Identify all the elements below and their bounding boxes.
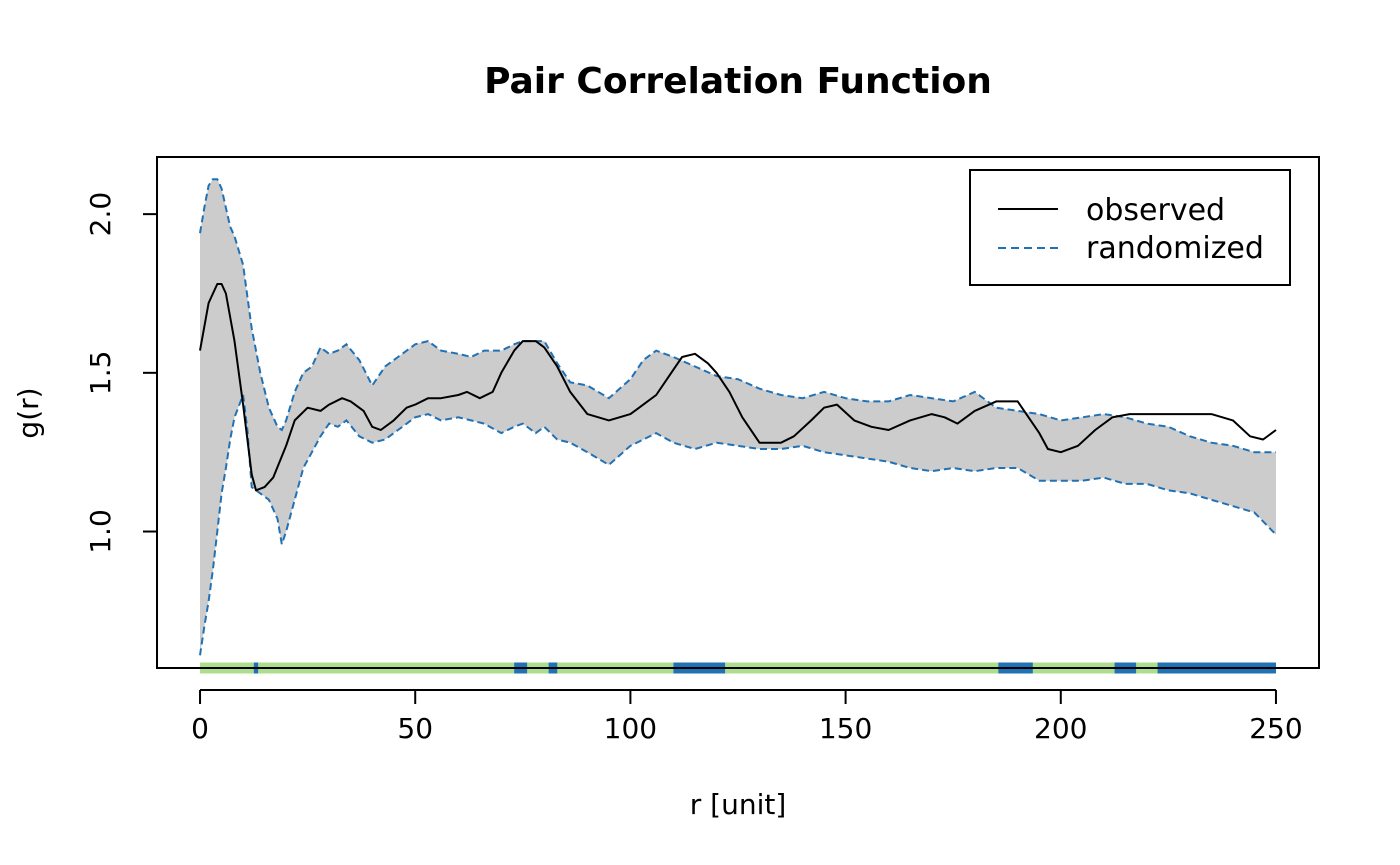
y-tick-label: 1.0	[84, 509, 117, 554]
chart-title: Pair Correlation Function	[484, 61, 992, 102]
y-axis-label: g(r)	[12, 387, 45, 438]
x-tick-label: 200	[1034, 712, 1087, 745]
y-axis: 1.0 1.5 2.0	[84, 192, 158, 554]
legend-label-observed: observed	[1086, 193, 1225, 228]
y-tick-label: 1.5	[84, 351, 117, 396]
x-tick-label: 150	[819, 712, 872, 745]
observed-line	[199, 283, 1277, 492]
x-tick-label: 50	[397, 712, 433, 745]
x-axis-label: r [unit]	[690, 788, 787, 821]
x-tick-label: 250	[1249, 712, 1302, 745]
legend-box	[969, 169, 1291, 286]
y-tick-label: 2.0	[84, 192, 117, 237]
envelope-band	[200, 179, 1276, 656]
x-tick-label: 0	[191, 712, 209, 745]
x-axis: 0 50 100 150 200 250	[191, 689, 1303, 745]
legend-label-randomized: randomized	[1086, 231, 1264, 266]
x-tick-label: 100	[604, 712, 657, 745]
legend: observed randomized	[969, 169, 1291, 286]
envelope-lower-line	[199, 394, 1277, 656]
